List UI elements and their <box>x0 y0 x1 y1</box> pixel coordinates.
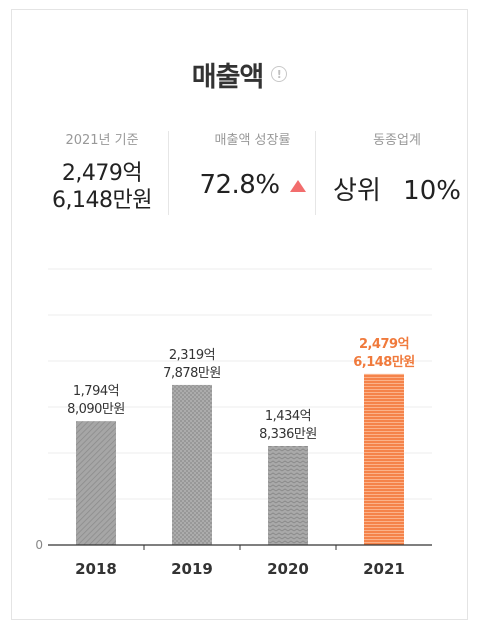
stat-industry-rank-value: 10% <box>403 176 461 206</box>
stat-growth: 매출액 성장률 72.8% <box>180 123 325 215</box>
stat-industry: 동종업계 상위 10% <box>327 123 467 215</box>
title-row: 매출액 ! <box>12 54 467 94</box>
data-label: 1,794억 <box>73 384 119 399</box>
bar-2019 <box>172 384 212 545</box>
info-icon[interactable]: ! <box>271 66 288 82</box>
stat-base-label: 2021년 기준 <box>65 133 139 148</box>
stat-growth-number: 72.8% <box>199 170 280 200</box>
x-tick-label: 2021 <box>363 560 405 578</box>
data-label: 7,878만원 <box>163 366 221 381</box>
stat-industry-value: 상위 10% <box>327 170 467 207</box>
chart-data-labels: 1,794억 8,090만원 2,319억 7,878만원 1,434억 8,336만원 2… <box>67 337 415 442</box>
stats-row: 2021년 기준 2,479억 6,148만원 매출액 성장률 72.8% 동종… <box>12 123 467 223</box>
data-label: 2,479억 <box>359 337 409 352</box>
data-label: 1,434억 <box>265 409 311 424</box>
stat-industry-rank-label: 상위 <box>333 176 381 206</box>
data-label: 2,319억 <box>169 348 215 363</box>
stat-divider <box>168 131 169 215</box>
stat-growth-value: 72.8% <box>180 170 325 200</box>
bar-2021 <box>364 373 404 545</box>
data-label: 8,090만원 <box>67 402 125 417</box>
stat-base-year: 2021년 기준 2,479억 6,148만원 <box>32 123 172 215</box>
stat-base-line2: 6,148만원 <box>52 188 152 213</box>
stat-base-value: 2,479억 6,148만원 <box>32 160 172 214</box>
card-title: 매출액 <box>191 61 265 93</box>
data-label: 8,336만원 <box>259 427 317 442</box>
y-tick-label: 0 <box>35 538 43 552</box>
stat-base-line1: 2,479억 <box>61 161 143 186</box>
data-label: 6,148만원 <box>353 354 415 370</box>
bar-2020 <box>268 445 308 545</box>
x-tick-label: 2019 <box>171 560 213 578</box>
stat-divider <box>315 131 316 215</box>
stat-growth-label: 매출액 성장률 <box>214 133 291 148</box>
trend-up-icon <box>289 180 306 192</box>
chart-axis: 2018 2019 2020 2021 0 <box>35 538 432 578</box>
chart-bars <box>76 373 404 545</box>
x-tick-label: 2018 <box>75 560 117 578</box>
stat-industry-label: 동종업계 <box>373 133 421 148</box>
x-tick-label: 2020 <box>267 560 309 578</box>
bar-2018 <box>76 421 116 545</box>
